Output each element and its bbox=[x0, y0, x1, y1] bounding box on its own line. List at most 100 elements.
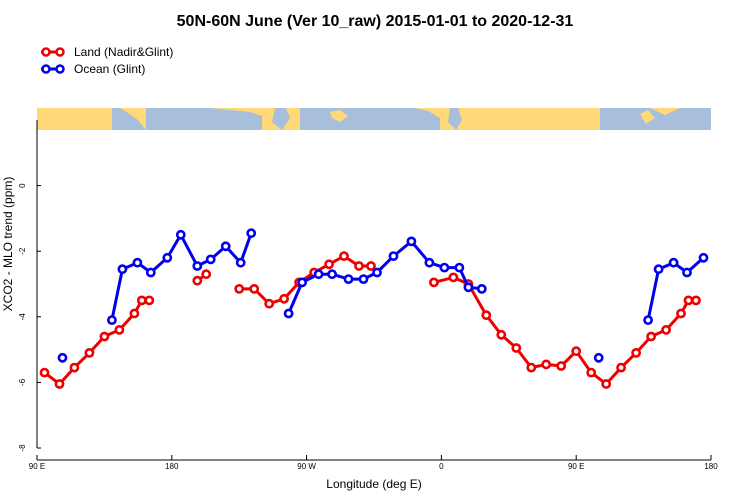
series-ocean-point bbox=[57, 352, 68, 363]
series-land-point bbox=[448, 272, 459, 283]
series-land-point bbox=[114, 324, 125, 335]
series-ocean-point bbox=[192, 261, 203, 271]
series-land-line bbox=[237, 254, 373, 306]
series-layer bbox=[39, 228, 709, 389]
series-land-point bbox=[616, 362, 626, 373]
x-tick-label: 180 bbox=[165, 462, 179, 471]
series-land-point bbox=[646, 331, 656, 342]
series-ocean-point bbox=[220, 241, 231, 252]
series-ocean-point bbox=[107, 315, 117, 325]
series-land-point bbox=[324, 259, 334, 270]
y-tick-label: -4 bbox=[18, 313, 27, 321]
x-tick-label: 90 W bbox=[297, 462, 316, 471]
x-ticks: 90 E 180 90 W 0 90 E 180 bbox=[29, 455, 718, 471]
legend: Land (Nadir&Glint) Ocean (Glint) bbox=[41, 45, 173, 76]
map-land-islands-2 bbox=[640, 110, 655, 124]
series-land-point bbox=[481, 310, 492, 321]
series-ocean-point bbox=[283, 308, 294, 319]
legend-land-label: Land (Nadir&Glint) bbox=[74, 45, 173, 59]
series-ocean-point bbox=[327, 269, 337, 280]
series-land-point bbox=[249, 283, 260, 294]
series-ocean-point bbox=[117, 264, 128, 275]
series-ocean-point bbox=[463, 282, 474, 293]
series-land-point bbox=[264, 298, 275, 309]
series-land-point bbox=[144, 295, 155, 306]
x-tick-label: 180 bbox=[704, 462, 718, 471]
legend-ocean-marker bbox=[41, 64, 51, 74]
legend-ocean-label: Ocean (Glint) bbox=[74, 62, 145, 76]
map-ocean-hudson bbox=[272, 108, 290, 130]
series-land-point bbox=[661, 324, 671, 335]
x-axis-label: Longitude (deg E) bbox=[326, 477, 421, 491]
series-land-point bbox=[354, 261, 364, 271]
series-ocean-point bbox=[476, 283, 487, 294]
map-ocean-baltic bbox=[448, 108, 462, 130]
series-land-point bbox=[496, 329, 507, 340]
series-land-point bbox=[631, 347, 641, 358]
series-land-point bbox=[99, 331, 110, 342]
series-land-point bbox=[69, 362, 80, 373]
series-ocean-point bbox=[205, 254, 216, 265]
series-land-point bbox=[84, 347, 95, 358]
y-axis-label: XCO2 - MLO trend (ppm) bbox=[1, 177, 15, 312]
series-ocean-point bbox=[406, 236, 417, 247]
series-land-point bbox=[54, 379, 65, 389]
series-ocean-point bbox=[313, 269, 324, 280]
series-land-point bbox=[683, 295, 694, 306]
series-land-point bbox=[129, 308, 140, 319]
series-land-point bbox=[586, 367, 597, 378]
series-ocean-point bbox=[643, 315, 653, 325]
series-ocean-point bbox=[424, 257, 435, 268]
y-ticks: 0 -2 -4 -6 -8 bbox=[18, 183, 41, 452]
legend-land-marker bbox=[55, 47, 65, 57]
series-ocean-point bbox=[235, 257, 246, 268]
series-ocean-point bbox=[682, 267, 692, 278]
x-tick-label: 90 E bbox=[568, 462, 584, 471]
series-land-point bbox=[201, 269, 212, 280]
series-land-point bbox=[541, 359, 552, 370]
series-land-point bbox=[556, 361, 567, 371]
series-ocean-point bbox=[175, 229, 186, 240]
series-ocean-point bbox=[593, 352, 604, 363]
series-ocean-point bbox=[343, 274, 354, 284]
y-tick-label: 0 bbox=[18, 183, 27, 188]
series-land-point bbox=[571, 346, 582, 357]
series-ocean-point bbox=[132, 257, 143, 268]
y-tick-label: -2 bbox=[18, 247, 27, 255]
series-land-point bbox=[192, 275, 203, 286]
y-tick-label: -8 bbox=[18, 444, 27, 452]
series-ocean-point bbox=[372, 267, 382, 278]
world-map-strip bbox=[37, 108, 711, 130]
map-ocean-pacific-east bbox=[600, 108, 711, 130]
series-ocean-point bbox=[698, 252, 709, 263]
series-ocean-point bbox=[358, 274, 369, 284]
y-tick-label: -6 bbox=[18, 378, 27, 386]
series-land-point bbox=[234, 283, 245, 294]
map-ocean-pacific-west bbox=[112, 108, 146, 130]
chart-title: 50N-60N June (Ver 10_raw) 2015-01-01 to … bbox=[177, 13, 574, 30]
axes bbox=[36, 120, 711, 461]
series-ocean-point bbox=[454, 262, 465, 273]
series-land-point bbox=[511, 343, 522, 353]
map-ocean-pacific bbox=[146, 108, 262, 130]
series-land-point bbox=[526, 362, 537, 373]
series-land-point bbox=[691, 295, 701, 306]
series-ocean-point bbox=[653, 264, 664, 275]
map-ocean-atlantic bbox=[300, 108, 440, 130]
series-ocean-point bbox=[162, 252, 173, 263]
series-land-point bbox=[279, 293, 289, 304]
map-land-islands bbox=[330, 110, 348, 122]
x-tick-label: 0 bbox=[439, 462, 444, 471]
series-land-point bbox=[601, 379, 612, 389]
series-land-point bbox=[676, 308, 686, 319]
series-ocean-point bbox=[439, 262, 450, 273]
series-ocean-point bbox=[246, 228, 257, 239]
series-land-point bbox=[428, 277, 439, 288]
legend-ocean-marker bbox=[55, 64, 65, 74]
series-ocean-point bbox=[297, 277, 307, 288]
series-land-point bbox=[39, 367, 50, 378]
series-land-point bbox=[136, 295, 147, 306]
legend-land-marker bbox=[41, 47, 51, 57]
x-tick-label: 90 E bbox=[29, 462, 45, 471]
